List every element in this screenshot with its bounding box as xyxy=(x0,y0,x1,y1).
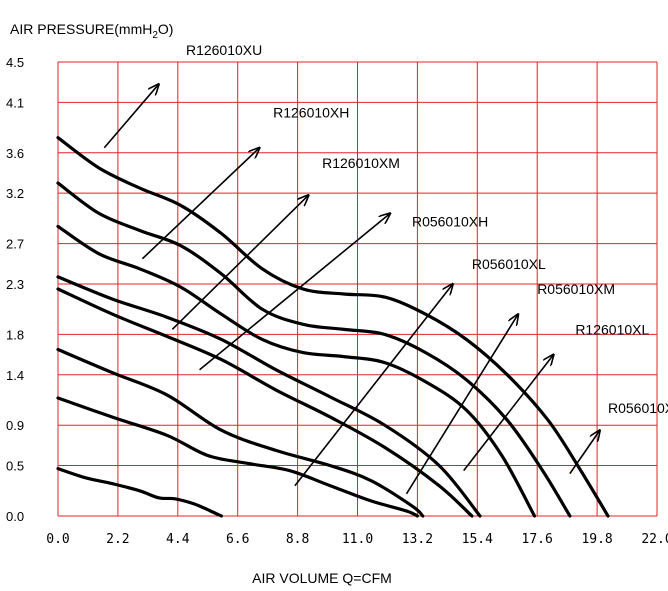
x-tick-label: 4.4 xyxy=(166,532,190,547)
annotation-label: R126010XH xyxy=(273,104,349,120)
x-axis-label: AIR VOLUME Q=CFM xyxy=(252,570,392,586)
series-line-r056010xl xyxy=(56,396,419,518)
annotation-label: R056010XH xyxy=(412,213,488,229)
x-tick-label: 11.0 xyxy=(342,532,373,547)
x-tick-label: 22.0 xyxy=(641,532,668,547)
y-axis-label: AIR PRESSURE(mmH2O) xyxy=(10,21,173,41)
annotation-arrow xyxy=(294,284,453,487)
y-tick-label: 0.0 xyxy=(6,509,24,524)
x-tick-label: 6.6 xyxy=(226,532,249,547)
x-tick-label: 13.2 xyxy=(402,532,433,547)
y-tick-label: 0.9 xyxy=(6,418,24,433)
series-line-r056010xu xyxy=(56,467,223,518)
series-line-r056010xm xyxy=(56,347,425,518)
x-tick-label: 19.8 xyxy=(581,532,612,547)
y-tick-label: 2.7 xyxy=(6,237,24,252)
annotation-arrow xyxy=(141,148,259,260)
series-line-r126010xm xyxy=(56,224,537,518)
x-tick-label: 15.4 xyxy=(462,532,493,547)
series-line-r126010xu xyxy=(56,136,610,518)
y-tick-label: 1.4 xyxy=(6,368,24,383)
y-axis-label-main: AIR PRESSURE(mmH xyxy=(10,21,152,37)
y-tick-label: 0.5 xyxy=(6,459,24,474)
annotation-arrow xyxy=(405,314,519,495)
x-tick-label: 8.8 xyxy=(286,532,309,547)
series-curves xyxy=(56,136,610,518)
y-tick-label: 2.3 xyxy=(6,277,24,292)
annotation-arrow xyxy=(171,195,308,330)
series-line-r126010xh xyxy=(56,181,572,518)
annotation-arrow xyxy=(463,355,554,472)
annotation-label: R126010XU xyxy=(186,42,262,58)
annotation-label: R056010XL xyxy=(472,256,546,272)
annotation-label: R126010XM xyxy=(322,155,400,171)
series-line-r126010xl xyxy=(56,287,474,518)
annotation-label: R126010XL xyxy=(575,321,649,337)
annotation-label: R056010XM xyxy=(537,281,615,297)
y-axis-label-end: O) xyxy=(158,21,174,37)
y-tick-labels: 0.0 0.5 0.9 1.4 1.8 2.3 2.7 3.2 3.6 4.1 4.5 xyxy=(6,55,24,524)
y-tick-label: 1.8 xyxy=(6,327,24,342)
annotation-arrow xyxy=(103,84,158,149)
annotation-arrow xyxy=(199,213,391,371)
annotations: R126010XU R126010XH R126010XM R056010XH R056… xyxy=(103,42,668,495)
x-tick-labels: 0.0 2.2 4.4 6.6 8.8 11.0 13.2 15.4 17.6 19.8 22.0 xyxy=(46,532,668,547)
y-tick-label: 3.6 xyxy=(6,146,24,161)
x-tick-label: 0.0 xyxy=(46,532,69,547)
y-tick-label: 3.2 xyxy=(6,186,24,201)
y-tick-label: 4.5 xyxy=(6,55,24,70)
y-tick-label: 4.1 xyxy=(6,95,24,110)
annotation-label: R056010XU xyxy=(608,400,668,416)
x-tick-label: 2.2 xyxy=(106,532,129,547)
y-axis-label-subscript: 2 xyxy=(152,30,158,41)
x-tick-label: 17.6 xyxy=(522,532,553,547)
annotation-arrow xyxy=(569,430,600,475)
